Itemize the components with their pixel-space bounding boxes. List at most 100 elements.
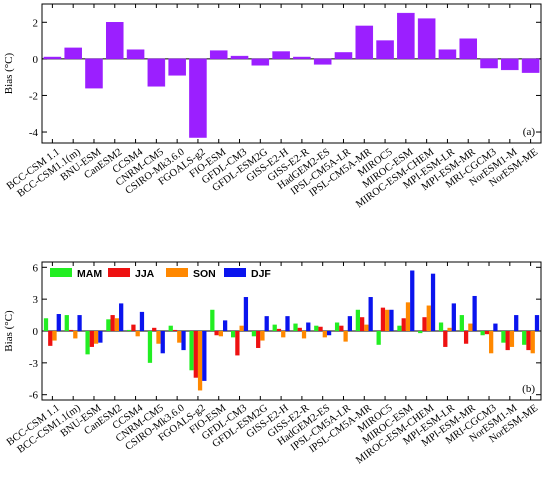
bar-3 xyxy=(105,22,124,60)
bar-5 xyxy=(147,58,166,87)
bar-son-16 xyxy=(385,309,390,331)
bar-mam-11 xyxy=(272,324,277,331)
bar-13 xyxy=(313,58,332,65)
bar-djf-16 xyxy=(389,309,394,331)
bar-djf-12 xyxy=(306,322,311,331)
y-tick-label-b: 0 xyxy=(33,326,39,338)
bar-4 xyxy=(126,49,145,60)
bar-jja-15 xyxy=(360,317,365,331)
bar-son-21 xyxy=(489,331,494,354)
bar-jja-16 xyxy=(380,307,386,331)
legend-label-djf: DJF xyxy=(251,268,271,280)
legend-label-son: SON xyxy=(193,268,216,280)
legend-swatch-mam xyxy=(50,268,72,277)
bar-son-6 xyxy=(177,331,182,343)
bar-djf-8 xyxy=(222,320,228,331)
bar-son-5 xyxy=(156,331,161,344)
bar-son-1 xyxy=(73,331,78,339)
bar-djf-19 xyxy=(451,303,456,331)
y-tick-label-b: 3 xyxy=(33,294,39,306)
bar-mam-8 xyxy=(210,309,215,331)
bar-son-23 xyxy=(530,331,535,354)
bar-mam-5 xyxy=(147,331,153,363)
bar-mam-0 xyxy=(43,318,49,331)
bar-djf-9 xyxy=(243,297,249,331)
y-tick-label-a: 0 xyxy=(33,54,39,66)
bar-mam-14 xyxy=(334,322,340,331)
panel-label-b: (b) xyxy=(522,383,535,395)
bar-10 xyxy=(251,58,270,66)
bar-jja-23 xyxy=(526,331,531,351)
bar-7 xyxy=(189,58,207,138)
bar-23 xyxy=(521,58,540,73)
bar-jja-14 xyxy=(339,325,344,331)
bar-mam-7 xyxy=(189,331,194,371)
bar-mam-9 xyxy=(230,331,236,338)
y-tick-label-a: -2 xyxy=(29,90,38,102)
bar-mam-10 xyxy=(251,331,257,337)
bar-mam-22 xyxy=(501,331,506,343)
bar-14 xyxy=(334,52,353,60)
bar-jja-19 xyxy=(443,331,448,347)
bar-mam-20 xyxy=(459,315,464,331)
bar-djf-17 xyxy=(410,270,415,331)
bar-mam-23 xyxy=(522,331,527,345)
bar-son-19 xyxy=(447,327,452,331)
bar-son-22 xyxy=(509,331,515,347)
bar-21 xyxy=(480,58,498,69)
bar-jja-21 xyxy=(484,331,490,335)
bar-son-13 xyxy=(322,331,327,338)
bar-jja-11 xyxy=(276,328,282,331)
bar-djf-15 xyxy=(368,297,373,331)
bar-djf-18 xyxy=(430,273,436,331)
bar-22 xyxy=(501,58,519,71)
bar-jja-3 xyxy=(110,315,115,331)
bar-mam-3 xyxy=(106,319,111,331)
bar-mam-16 xyxy=(376,331,381,345)
bar-son-8 xyxy=(218,331,223,337)
bar-son-7 xyxy=(197,331,203,391)
bar-11 xyxy=(272,51,290,60)
bar-jja-17 xyxy=(401,318,406,331)
bar-jja-10 xyxy=(256,331,261,348)
legend-swatch-djf xyxy=(224,268,246,277)
bar-jja-22 xyxy=(505,331,510,351)
bar-son-15 xyxy=(364,324,369,331)
bar-mam-21 xyxy=(480,331,485,336)
bar-mam-4 xyxy=(127,329,132,331)
bar-jja-0 xyxy=(48,331,53,346)
bar-jja-7 xyxy=(193,331,198,378)
bar-mam-6 xyxy=(168,325,173,331)
bar-son-9 xyxy=(239,325,244,331)
bar-0 xyxy=(43,56,62,60)
bar-djf-3 xyxy=(119,303,124,331)
bar-jja-2 xyxy=(89,331,94,347)
bar-djf-4 xyxy=(139,311,145,331)
y-tick-label-b: -3 xyxy=(29,358,39,370)
bar-jja-8 xyxy=(214,331,219,336)
bar-8 xyxy=(209,50,228,60)
panel-label-a: (a) xyxy=(523,126,536,138)
bar-jja-4 xyxy=(131,324,136,331)
bar-son-2 xyxy=(93,331,99,344)
bar-mam-2 xyxy=(85,331,90,355)
legend-swatch-jja xyxy=(108,268,130,277)
bar-son-17 xyxy=(405,302,411,331)
bar-19 xyxy=(438,49,457,60)
bar-djf-10 xyxy=(264,316,269,331)
bar-jja-6 xyxy=(172,329,178,331)
bar-18 xyxy=(417,18,436,60)
bar-9 xyxy=(230,55,249,60)
bar-mam-13 xyxy=(314,325,319,331)
bar-jja-12 xyxy=(297,327,302,331)
bar-djf-23 xyxy=(534,315,540,331)
bar-mam-19 xyxy=(438,322,444,331)
bar-6 xyxy=(168,58,186,76)
plot-frame-a xyxy=(41,3,542,144)
legend-label-mam: MAM xyxy=(77,268,102,280)
bar-16 xyxy=(376,40,394,60)
bar-djf-11 xyxy=(285,316,290,331)
bar-jja-5 xyxy=(152,327,157,331)
